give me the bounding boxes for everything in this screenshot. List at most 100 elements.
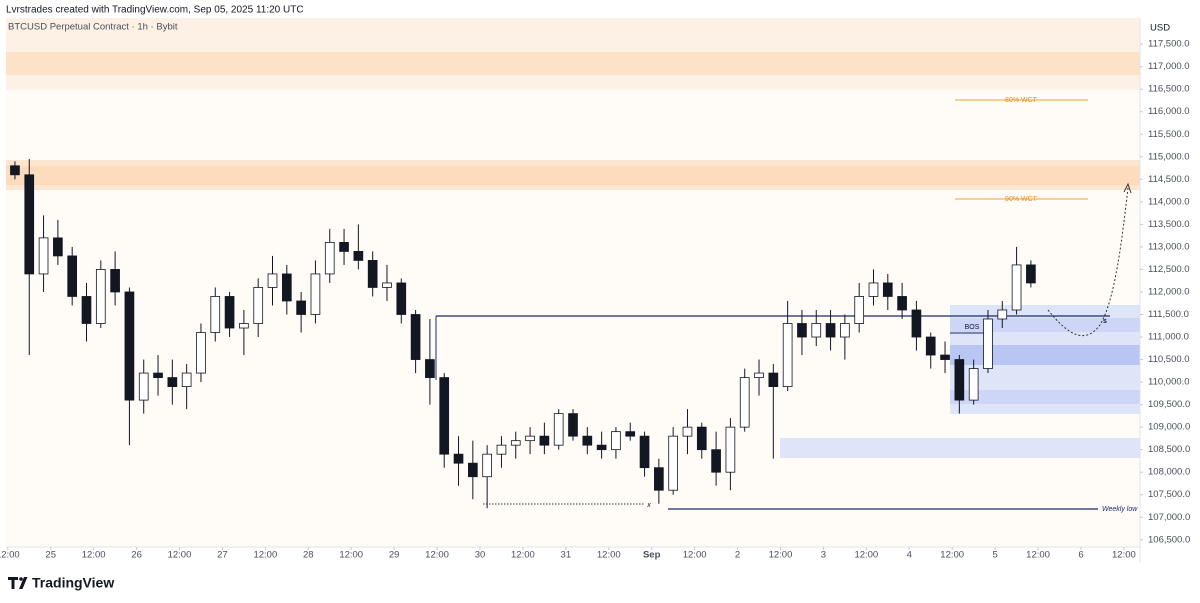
x-tick-label: 2 [735,550,740,561]
x-tick-label: 12:00 [1026,550,1050,561]
candle-body [611,431,621,451]
plot-area: BTCUSD Perpetual Contract · 1h · Bybit 8… [6,18,1142,547]
candle-body [797,323,807,338]
candle-body [553,413,564,446]
x-tick-label: 12:00 [339,550,363,561]
candle-body [468,462,478,478]
candle-body [654,467,664,491]
candle-body [1026,264,1036,284]
y-tick-label: 106,500.0 [1148,534,1190,545]
candle-body [153,372,163,378]
x-tick-label: 4 [907,550,912,561]
demand-zone-band [950,318,1140,332]
brand-name: TradingView [32,575,114,591]
y-tick-label: 113,000.0 [1148,241,1190,252]
candle-body [968,368,979,401]
y-tick-label: 110,000.0 [1148,377,1190,388]
candle-body [110,269,120,293]
candle-body [696,426,707,451]
candle-body [124,291,135,401]
y-tick-label: 114,500.0 [1148,174,1190,185]
x-tick-label: 25 [45,550,56,561]
supply-zone-core [6,52,1140,75]
demand-zone [780,438,1140,458]
brand-logo: TradingView [8,575,114,591]
y-tick-label: 109,000.0 [1148,422,1190,433]
candles [10,159,1036,509]
x-tick-label: 12:00 [511,550,535,561]
candle-body [854,296,865,324]
x-tick-label: 27 [217,550,228,561]
candle-body [1011,264,1022,311]
wct-label: 80% WCT [1005,97,1038,104]
x-axis: 12:002512:002612:002712:002812:002912:00… [0,547,1136,561]
candle-body [539,435,550,446]
bos-label: BOS [965,324,980,331]
candle-body [940,354,950,360]
candle-body [439,377,450,455]
candle-body [382,282,392,288]
y-tick-label: 108,500.0 [1148,444,1190,455]
x-tick-label: 6 [1078,550,1083,561]
candle-body [725,426,736,473]
candle-body [625,431,636,437]
candle-body [897,296,907,311]
candle-body [310,273,321,315]
candle-body [181,372,192,387]
y-tick-label: 112,500.0 [1148,264,1190,275]
y-tick-label: 115,000.0 [1148,151,1190,162]
y-tick-label: 107,500.0 [1148,489,1190,500]
demand-zone-band [950,390,1140,404]
logo-mark [8,577,28,589]
candle-body [868,282,879,297]
candle-body [983,318,993,369]
projection-path [1047,187,1129,337]
candle-body [954,359,965,401]
candle-body [67,255,78,297]
x-tick-label: 5 [992,550,997,561]
candle-body [639,435,650,469]
candle-body [925,336,936,356]
candle-body [453,453,464,464]
candle-body [596,444,607,451]
x-tick-label: 26 [131,550,142,561]
candle-body [239,323,249,329]
candle-body [482,453,492,478]
price-axis [1140,18,1200,563]
y-tick-label: 110,500.0 [1148,354,1190,365]
candle-body [568,413,578,437]
candle-body [138,372,149,401]
candle-body [711,449,721,473]
candle-body [525,435,535,442]
candle-body [768,372,779,387]
y-tick-label: 116,500.0 [1148,84,1190,95]
candle-body [267,273,278,288]
y-tick-label: 112,000.0 [1148,286,1190,297]
candle-body [668,435,678,491]
y-axis: 106,500.0 107,000.0 107,500.0 108,000.0 108,… [1140,39,1190,545]
candle-body [582,435,593,446]
weekly-low-label: Weekly low - [1102,506,1142,513]
candle-body [224,296,235,329]
y-tick-label: 111,500.0 [1148,309,1189,320]
x-tick-label: 12:00 [854,550,878,561]
x-tick-label: Sep [643,550,661,561]
candle-body [682,426,693,437]
y-tick-label: 111,000.0 [1148,332,1189,343]
candle-body [911,309,922,338]
projection-arrow [1123,182,1132,194]
candle-body [167,377,178,387]
x-tick-label: 12:00 [0,550,20,561]
s-marker: s [1103,318,1107,325]
x-tick-label: 3 [821,550,826,561]
x-tick-label: 12:00 [1112,550,1136,561]
candle-body [53,237,63,257]
candle-body [353,251,364,261]
y-tick-label: 115,500.0 [1148,129,1190,140]
candle-body [396,282,407,315]
candle-body [811,323,822,338]
candle-body [510,440,521,446]
x-tick-label: 12:00 [253,550,277,561]
candle-body [210,296,221,333]
